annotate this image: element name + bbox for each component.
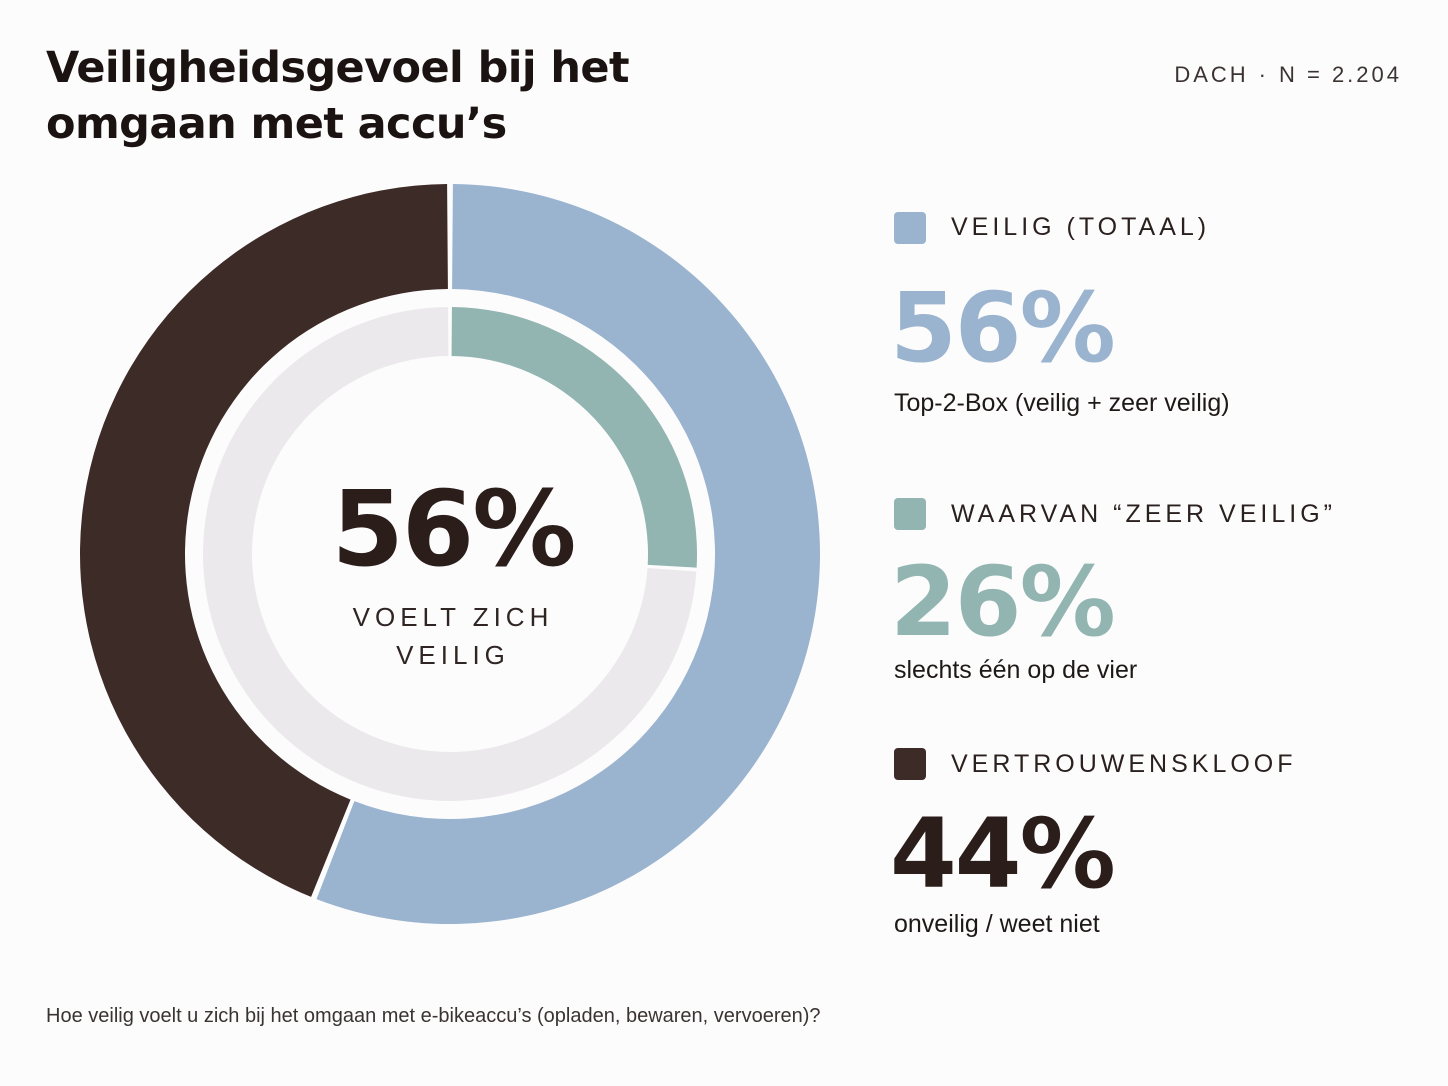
outer-ring-segment-2	[79, 184, 448, 897]
sample-info: DACH · N = 2.204	[1174, 62, 1402, 88]
legend-label-zeer-veilig: WAARVAN “ZEER VEILIG”	[951, 500, 1336, 528]
meta-separator: ·	[1258, 62, 1269, 87]
sample-size-label: N = 2.204	[1278, 62, 1402, 87]
chart-title: Veiligheidsgevoel bij het omgaan met acc…	[46, 43, 630, 149]
survey-question: Hoe veilig voelt u zich bij het omgaan m…	[46, 1005, 821, 1027]
legend-swatch-vertrouwenskloof	[894, 748, 926, 780]
legend-sub-veilig: Top-2-Box (veilig + zeer veilig)	[894, 389, 1230, 417]
legend-swatch-veilig	[894, 212, 926, 244]
legend-label-vertrouwenskloof: VERTROUWENSKLOOF	[951, 750, 1297, 778]
inner-ring-segment-1	[451, 307, 698, 568]
legend-value-zeer-veilig: 26%	[890, 546, 1116, 658]
center-label: VOELT ZICH VEILIG	[352, 602, 554, 670]
legend-value-veilig: 56%	[890, 272, 1116, 384]
donut-chart	[79, 184, 820, 924]
legend-sub-vertrouwenskloof: onveilig / weet niet	[894, 910, 1100, 938]
outer-ring-segment-1	[316, 184, 820, 924]
donut-center: 56% VOELT ZICH VEILIG	[253, 470, 653, 674]
region-label: DACH	[1174, 62, 1249, 87]
legend-sub-zeer-veilig: slechts één op de vier	[894, 656, 1138, 684]
legend-label-veilig: VEILIG (TOTAAL)	[951, 213, 1211, 241]
legend-swatch-zeer-veilig	[894, 498, 926, 530]
center-value: 56%	[331, 468, 577, 590]
legend-value-vertrouwenskloof: 44%	[890, 798, 1116, 910]
